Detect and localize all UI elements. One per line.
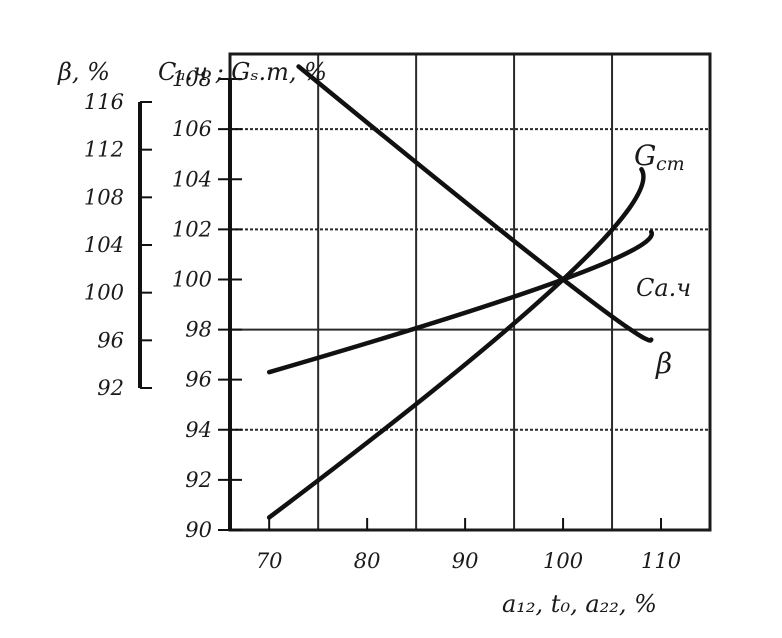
x-tick-label: 100 [543,549,583,573]
main-axis: 90 92 94 96 98 100 102 104 106 108 [172,67,242,542]
y-tick-label: 100 [172,267,212,291]
y-tick-label: 96 [185,368,212,392]
beta-tick-label: 96 [97,328,124,352]
y-tick-label: 108 [172,67,212,91]
beta-tick-label: 92 [97,376,124,400]
x-tick-label: 110 [641,549,681,573]
x-axis-title: a₁₂, t₀, a₂₂, % [502,590,657,618]
beta-tick-label: 100 [84,281,124,305]
series-line-gst [266,166,646,520]
y-tick-label: 102 [172,217,212,241]
beta-tick-label: 104 [84,233,124,257]
y-tick-label: 90 [185,518,212,542]
y-tick-label: 94 [185,418,212,442]
series-label-ca: Cа.ч [636,274,691,302]
x-tick-label: 80 [354,549,381,573]
beta-tick-label: 108 [84,185,124,209]
main-axis-title: Cₐ.ч ; Gₛ.т, % [158,58,327,86]
x-tick-label: 90 [452,549,479,573]
beta-axis-title: β, % [57,58,110,86]
beta-tick-label: 116 [84,90,124,114]
x-tick-label: 70 [256,549,283,573]
grid [230,54,710,530]
y-tick-label: 106 [172,117,212,141]
series-label-beta: β [655,347,672,380]
y-tick-label: 92 [185,468,212,492]
curves [266,64,654,520]
y-tick-label: 98 [185,318,212,342]
series-label-g-subscript: ст [656,153,685,175]
beta-axis: 92 96 100 104 108 112 116 [84,90,152,400]
beta-tick-label: 112 [84,138,124,162]
y-tick-label: 104 [172,167,212,191]
series-label-g: G [634,139,656,172]
series-line-beta [296,64,654,343]
x-axis: 70 80 90 100 110 [256,518,681,573]
